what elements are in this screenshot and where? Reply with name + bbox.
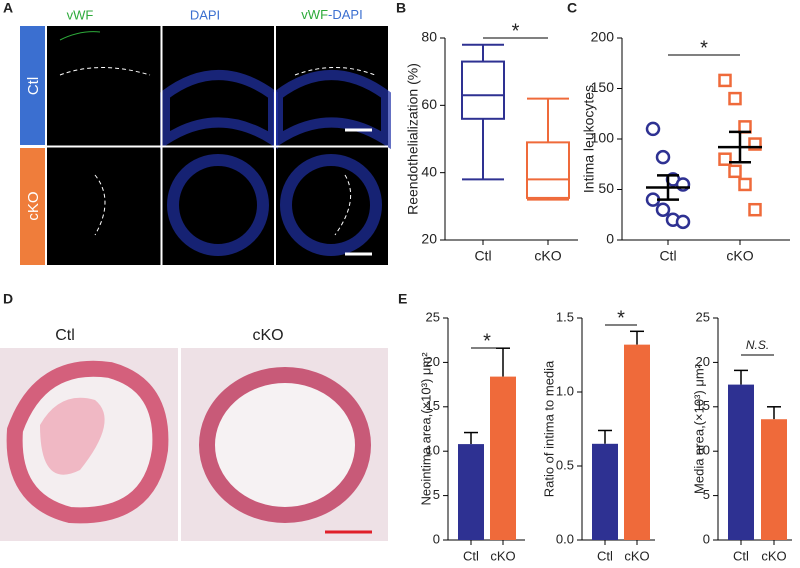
x-tick-label: cKO xyxy=(726,248,753,264)
y-tick-label: 0.5 xyxy=(556,457,574,472)
y-tick-label: 200 xyxy=(591,29,615,45)
y-tick-label: 20 xyxy=(696,354,710,369)
row-tab xyxy=(20,26,45,145)
y-tick-label: 150 xyxy=(591,79,615,95)
box xyxy=(526,141,570,199)
significance-label: * xyxy=(483,330,491,352)
x-tick-label: cKO xyxy=(624,548,649,563)
y-axis-label: Ratio of intima to media xyxy=(541,360,556,497)
y-tick-label: 0 xyxy=(606,231,614,247)
y-tick-label: 0 xyxy=(703,531,710,546)
column-label: cKO xyxy=(252,327,283,344)
x-tick-label: Ctl xyxy=(733,548,749,563)
significance-label: * xyxy=(700,37,708,59)
data-point xyxy=(675,214,691,230)
y-tick-label: 10 xyxy=(426,443,440,458)
y-tick-label: 25 xyxy=(696,309,710,324)
y-tick-label: 1.5 xyxy=(556,309,574,324)
y-tick-label: 80 xyxy=(421,29,437,45)
data-point xyxy=(728,164,742,179)
significance-label: * xyxy=(617,307,625,329)
y-tick-label: 5 xyxy=(433,487,440,502)
y-tick-label: 20 xyxy=(426,354,440,369)
x-tick-label: Ctl xyxy=(597,548,613,563)
y-tick-label: 15 xyxy=(426,398,440,413)
column-label: vWF-DAPI xyxy=(301,7,362,22)
merge-part: -DAPI xyxy=(328,7,363,22)
panel-d: Ctl cKO xyxy=(0,327,388,541)
y-tick-label: 0 xyxy=(433,531,440,546)
y-tick-label: 0.0 xyxy=(556,531,574,546)
y-axis-label: Reendothelialization (%) xyxy=(405,63,421,215)
y-tick-label: 50 xyxy=(598,180,614,196)
y-tick-label: 25 xyxy=(426,309,440,324)
data-point xyxy=(655,149,671,165)
y-tick-label: 5 xyxy=(703,487,710,502)
data-point xyxy=(718,73,732,88)
y-axis-label: Intima leukocytes xyxy=(581,85,597,193)
bar xyxy=(761,419,787,540)
row-label: Ctl xyxy=(25,77,42,95)
panel-letter: D xyxy=(3,291,13,307)
y-tick-label: 60 xyxy=(421,96,437,112)
row-label: cKO xyxy=(25,191,42,220)
data-point xyxy=(748,202,762,217)
data-point xyxy=(718,152,732,166)
data-point xyxy=(728,91,742,106)
y-tick-label: 10 xyxy=(696,443,710,458)
y-tick-label: 1.0 xyxy=(556,383,574,398)
panel-letter: E xyxy=(398,291,407,307)
panel-letter: A xyxy=(3,0,13,16)
data-point xyxy=(738,177,752,192)
panel-dividers xyxy=(47,26,388,265)
column-label: DAPI xyxy=(190,7,220,22)
data-point xyxy=(655,202,671,217)
panel-letter: C xyxy=(567,0,577,16)
bar xyxy=(490,376,516,540)
column-label: Ctl xyxy=(55,327,75,344)
box xyxy=(461,60,505,120)
row-tab xyxy=(20,148,45,265)
y-axis-label: Neointima area,(×10³) μm² xyxy=(418,352,433,506)
micrograph-content xyxy=(59,31,391,256)
x-tick-label: cKO xyxy=(761,548,786,563)
bar xyxy=(458,444,484,540)
data-point xyxy=(748,137,762,151)
y-tick-label: 20 xyxy=(421,231,437,247)
y-axis-label: Media area,(×10³) μm² xyxy=(691,363,706,494)
merge-part: vWF xyxy=(301,7,328,22)
x-tick-label: Ctl xyxy=(474,248,491,264)
panel-letter: B xyxy=(396,0,406,16)
y-tick-label: 40 xyxy=(421,163,437,179)
bar xyxy=(728,384,754,540)
x-tick-label: cKO xyxy=(490,548,515,563)
x-tick-label: Ctl xyxy=(659,248,676,264)
panel-a: vWF DAPI vWF-DAPI Ctl cKO xyxy=(20,7,391,265)
column-label: vWF xyxy=(67,7,94,22)
bar xyxy=(624,344,650,540)
bar xyxy=(592,443,618,540)
significance-label: N.S. xyxy=(746,338,769,352)
x-tick-label: Ctl xyxy=(463,548,479,563)
y-tick-label: 100 xyxy=(591,130,615,146)
data-point xyxy=(645,121,661,137)
y-tick-label: 15 xyxy=(696,398,710,413)
significance-label: * xyxy=(512,20,520,42)
x-tick-label: cKO xyxy=(534,248,561,264)
